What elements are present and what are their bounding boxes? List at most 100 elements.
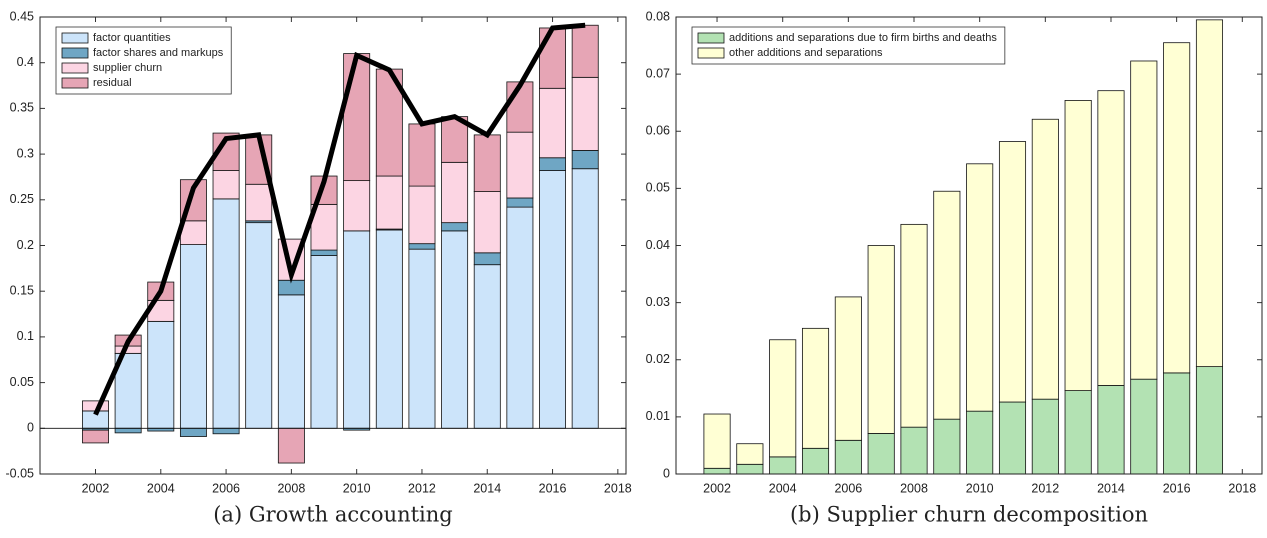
- bar-segment: [1130, 378, 1158, 475]
- x-tick-label: 2012: [1031, 481, 1059, 495]
- y-tick-label: 0.35: [10, 101, 34, 115]
- panel: -0.05 0 0.05 0.1 0.15 0.2 0.25 0.3 0.35 0.4 0.45 20…: [6, 9, 632, 526]
- bar-segment: [212, 427, 240, 435]
- bar-segment: [571, 76, 599, 151]
- x-tick-label: 2014: [473, 481, 501, 495]
- y-tick-label: 0.2: [17, 238, 34, 252]
- x-tick-label: 2018: [1228, 481, 1256, 495]
- bar-segment: [1097, 385, 1125, 475]
- y-tick-label: 0.05: [10, 375, 34, 389]
- bar-segment: [769, 456, 797, 475]
- legend-text: additions and separations due to firm bi…: [729, 32, 997, 44]
- bar-segment: [1195, 366, 1224, 475]
- bar-segment: [114, 427, 142, 434]
- y-tick-label: 0.1: [17, 329, 34, 343]
- y-tick-label: 0.15: [10, 283, 34, 297]
- bar-segment: [277, 279, 305, 296]
- bar-segment: [1064, 100, 1092, 391]
- bar-segment: [1195, 19, 1224, 368]
- bar-segment: [179, 427, 207, 437]
- bar-segment: [179, 244, 207, 429]
- x-tick-label: 2012: [408, 481, 436, 495]
- bar-segment: [736, 463, 764, 475]
- y-tick-label: -0.05: [6, 466, 35, 480]
- bar-segment: [539, 157, 567, 171]
- bar-segment: [1163, 42, 1191, 374]
- bar-segment: [1031, 398, 1059, 475]
- y-tick-label: 0.06: [646, 124, 670, 138]
- x-tick-label: 2006: [834, 481, 862, 495]
- legend-text: residual: [93, 77, 132, 89]
- bar-segment: [900, 223, 928, 428]
- bar-segment: [966, 410, 994, 475]
- bar-segment: [801, 447, 830, 475]
- bar-segment: [310, 249, 338, 256]
- legend: additions and separations due to firm bi…: [691, 26, 1006, 65]
- bar-segment: [867, 433, 895, 475]
- legend-text: factor shares and markups: [93, 47, 224, 59]
- bar-segment: [539, 170, 567, 429]
- bar-segment: [441, 222, 469, 232]
- bar-segment: [277, 427, 305, 464]
- x-tick-label: 2004: [147, 481, 175, 495]
- bar-segment: [473, 134, 501, 192]
- bar-segment: [933, 190, 961, 420]
- y-tick-label: 0.04: [646, 238, 670, 252]
- bar-segment: [998, 401, 1027, 475]
- legend-swatch: [61, 47, 89, 59]
- bar-segment: [408, 243, 436, 250]
- bar-segment: [473, 264, 501, 429]
- bar-segment: [506, 197, 534, 208]
- legend-swatch: [697, 32, 725, 44]
- caption: (b) Supplier churn decomposition: [790, 503, 1148, 527]
- bar-segment: [277, 294, 305, 429]
- plot-frame: [39, 16, 627, 475]
- bar-segment: [539, 27, 567, 89]
- bar-segment: [801, 327, 830, 449]
- x-tick-label: 2016: [1163, 481, 1191, 495]
- panel: 0 0.01 0.02 0.03 0.04 0.05 0.06 0.07 0.08 2002 200…: [646, 9, 1263, 527]
- y-tick-label: 0.02: [646, 352, 670, 366]
- bar-segment: [506, 81, 534, 133]
- bar-segment: [1064, 390, 1092, 475]
- bar-segment: [473, 252, 501, 266]
- bar-segment: [571, 24, 599, 78]
- x-tick-label: 2002: [703, 481, 731, 495]
- bar-segment: [82, 429, 109, 444]
- bar-segment: [769, 339, 797, 458]
- y-tick-label: 0.45: [10, 9, 34, 23]
- y-tick-label: 0: [27, 421, 34, 435]
- bar-segment: [310, 255, 338, 429]
- bar-segment: [571, 150, 599, 170]
- caption: (a) Growth accounting: [213, 503, 453, 527]
- bar-segment: [375, 175, 403, 230]
- bar-segment: [212, 170, 240, 200]
- bar-segment: [212, 198, 240, 429]
- bar-segment: [703, 467, 731, 475]
- y-tick-label: 0.03: [646, 295, 670, 309]
- bar-segment: [245, 222, 273, 429]
- x-tick-label: 2008: [277, 481, 305, 495]
- bar-segment: [343, 180, 371, 232]
- legend: factor quantities factor shares and marku…: [55, 26, 232, 95]
- bar-segment: [736, 443, 764, 465]
- bar-segment: [834, 296, 862, 441]
- bar-segment: [408, 248, 436, 429]
- y-tick-label: 0.3: [17, 146, 34, 160]
- bar-segment: [998, 141, 1027, 403]
- line: [93, 22, 586, 416]
- y-tick-label: 0.01: [646, 409, 670, 423]
- bar-segment: [539, 87, 567, 159]
- bar-segment: [343, 230, 371, 429]
- legend-frame: [691, 26, 1006, 65]
- x-tick-label: 2010: [343, 481, 371, 495]
- x-tick-label: 2006: [212, 481, 240, 495]
- x-tick-label: 2010: [966, 481, 994, 495]
- bar-segment: [441, 230, 469, 429]
- legend-text: other additions and separations: [729, 47, 883, 59]
- x-tick-label: 2008: [900, 481, 928, 495]
- bar-segment: [245, 183, 273, 222]
- bar-segment: [408, 185, 436, 245]
- x-tick-label: 2016: [539, 481, 567, 495]
